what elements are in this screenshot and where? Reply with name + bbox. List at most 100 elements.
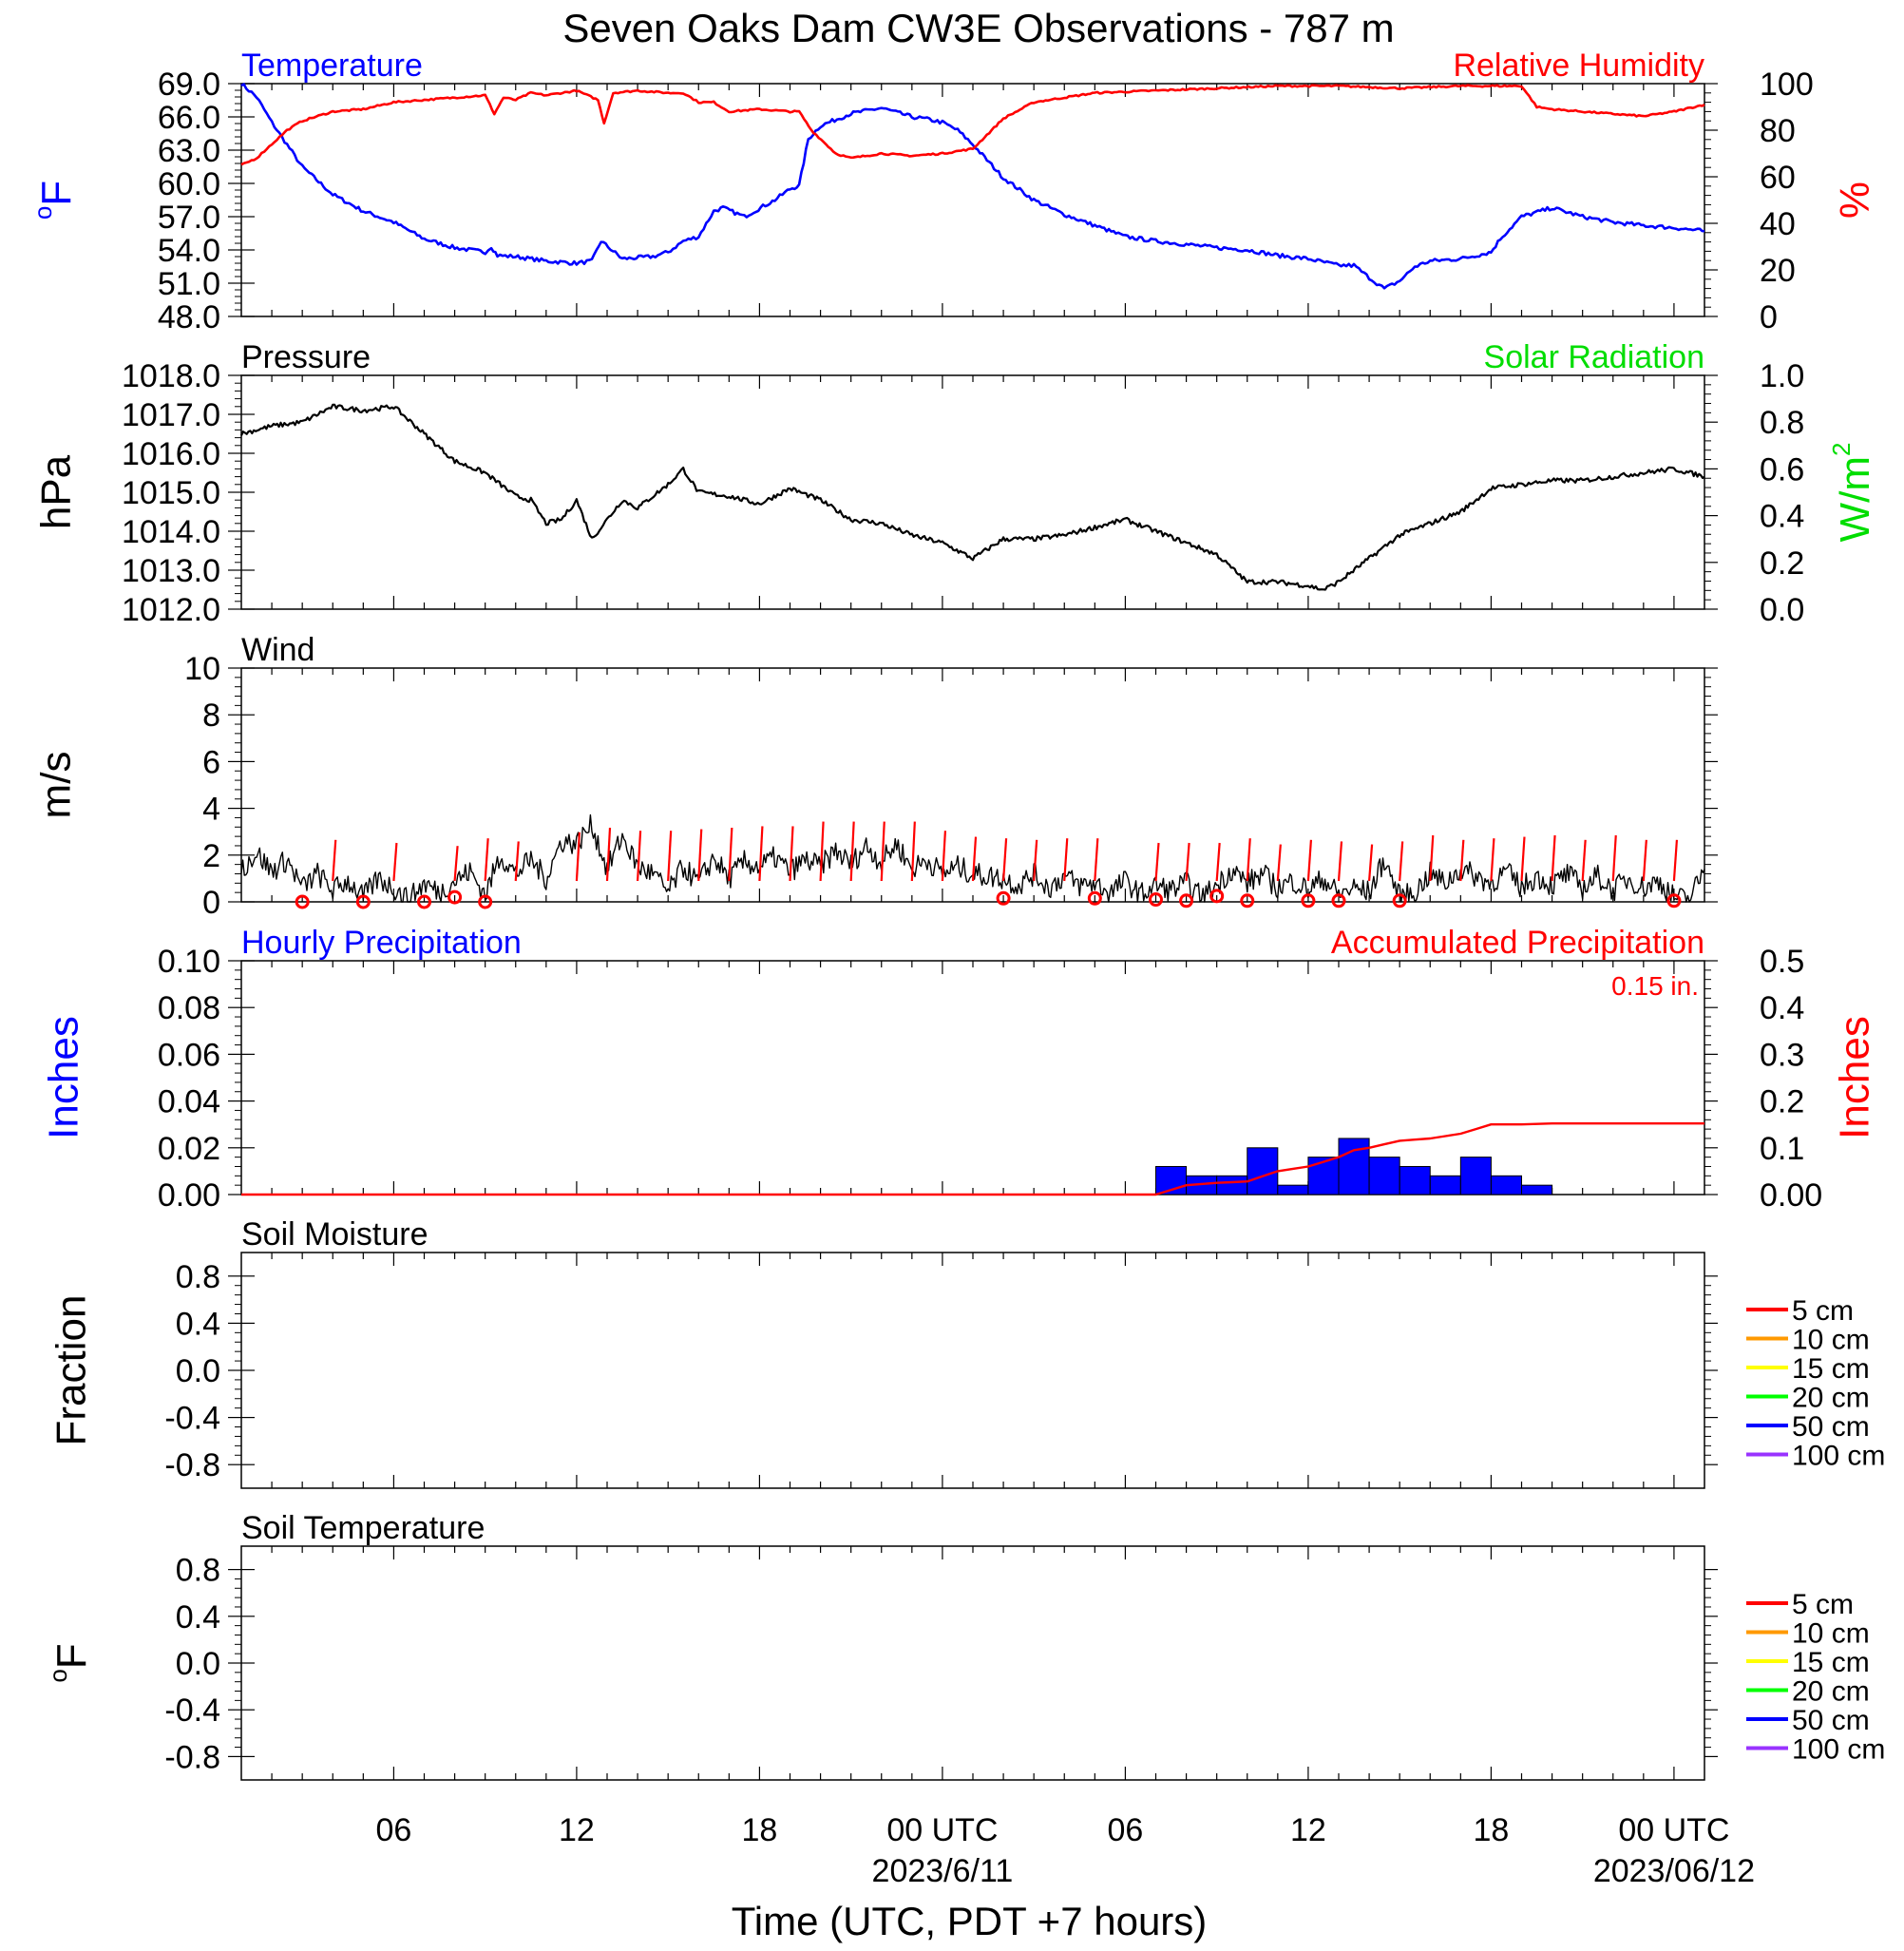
time-tick-label: 00 UTC [1618,1812,1729,1848]
y-axis-label-left-unit: F [48,1643,95,1669]
time-tick-label: 00 UTC [886,1812,998,1848]
panel-frame [240,1252,1705,1489]
y-tick-label-right: 60 [1760,160,1796,196]
wind-barb [636,831,642,882]
y-tick-label-left: 0.08 [158,990,220,1026]
calm-marker [1666,893,1682,909]
y-tick-label-left: 1012.0 [122,592,220,628]
panel-wind: 0 2 4 6 8 10 Wind m/s [33,632,1718,921]
precip-bar [1490,1175,1522,1195]
wind-barb [1672,839,1679,882]
wind-barb [1185,842,1190,882]
legend-label: 5 cm [1792,1295,1854,1327]
time-tick-label: 12 [559,1812,595,1848]
wind-barb [1367,844,1374,882]
y-tick-label-left: 1015.0 [122,475,220,511]
wind-barb [1094,838,1099,882]
wind-barb [971,836,978,882]
y-tick-label-left: 0.8 [176,1553,220,1589]
panel-title-right: Relative Humidity [1453,48,1704,84]
calm-marker [1209,889,1225,904]
y-tick-label-right: 80 [1760,113,1796,149]
calm-marker [1331,893,1346,909]
calm-marker [478,894,493,909]
y-tick-label-left: 66.0 [158,100,220,136]
y-tick-label-right: 100 [1760,67,1814,103]
wind-barb [453,846,459,882]
y-tick-label-right: 0.4 [1760,499,1804,535]
wind-barb [1246,838,1251,882]
precip-bar [1459,1157,1492,1195]
y-tick-label-right: 0.0 [1760,592,1804,628]
y-axis-label-right: % [1832,182,1878,219]
panel-pressure: 1012.01013.01014.01015.01016.01017.01018… [33,339,1878,628]
time-axis: 06 12 18 00 UTC 06 12 18 00 UTC 2023/6/11 2023/06… [376,1812,1755,1889]
y-axis-label-right-superscript: 2 [1827,443,1856,456]
series-temperature [240,83,1705,290]
precip-bar [1247,1147,1279,1195]
time-tick-label: 18 [742,1812,778,1848]
wind-barb [880,821,885,882]
date-label: 2023/06/12 [1593,1853,1755,1889]
wind-barb [789,826,794,882]
y-tick-label-left: 0.4 [176,1599,220,1635]
panels-group: 48.051.054.057.060.063.066.069.002040608… [29,48,1885,1781]
figure-title: Seven Oaks Dam CW3E Observations - 787 m [562,6,1394,50]
y-tick-label-right: 0.3 [1760,1037,1804,1073]
date-label: 2023/6/11 [872,1853,1014,1889]
wind-barb [605,827,612,882]
x-axis-label: Time (UTC, PDT +7 hours) [732,1899,1208,1943]
y-tick-label-left: 0.0 [176,1646,220,1682]
y-tick-label-left: 1014.0 [122,514,220,550]
panel-title-left: Hourly Precipitation [241,925,522,961]
wind-barb [1459,839,1465,882]
calm-marker [1240,893,1255,909]
y-tick-label-right: 0 [1760,299,1778,335]
y-tick-label-left: 60.0 [158,166,220,202]
y-axis-label-left: oF [29,181,80,220]
wind-barb [1399,841,1404,882]
wind-barb [941,831,947,882]
precip-bar [1399,1165,1431,1195]
panel-title-left: Temperature [241,48,423,84]
precip-bar [1338,1138,1370,1195]
calm-marker [447,889,463,905]
y-axis-label-right-main: W/m [1832,456,1878,542]
y-axis-label-left: Inches [41,1016,87,1139]
y-axis-label-left-degree: o [44,1669,72,1682]
calm-marker [417,894,431,909]
series-wind [240,813,1705,903]
wind-barb [392,842,398,882]
legend-label: 20 cm [1792,1676,1870,1708]
legend-label: 5 cm [1792,1589,1854,1620]
y-tick-label-left: -0.4 [164,1693,220,1729]
precip-bar [1307,1157,1340,1195]
legend-label: 50 cm [1792,1705,1870,1736]
series-accumulated-precipitation [241,1121,1704,1196]
y-tick-label-left: 63.0 [158,133,220,169]
panel-soil-moisture: -0.8 -0.4 0.0 0.4 0.8 Soil Moisture Fraction 5 … [48,1216,1885,1489]
wind-barb [910,821,916,882]
panel-frame [240,83,1705,317]
y-tick-label-left: 0.0 [176,1353,220,1389]
y-tick-label-left: 51.0 [158,266,220,302]
wind-barb [575,832,581,882]
precip-bar [1521,1184,1553,1195]
panel-title-left: Soil Temperature [241,1510,485,1546]
time-tick-label: 06 [1108,1812,1144,1848]
y-tick-label-left: 48.0 [158,299,220,335]
wind-barb [484,838,489,882]
y-tick-label-right: 20 [1760,253,1796,289]
panel-title-left: Pressure [241,339,371,375]
y-tick-label-right: 1.0 [1760,358,1804,394]
legend-label: 50 cm [1792,1411,1870,1443]
y-tick-label-left: 54.0 [158,233,220,269]
calm-marker [295,894,310,909]
y-tick-label-left: 69.0 [158,67,220,103]
y-tick-label-left: 0.4 [176,1306,220,1342]
accumulated-total-label: 0.15 in. [1611,971,1699,1001]
precip-bar [1216,1175,1248,1195]
y-tick-label-left: 1013.0 [122,553,220,589]
